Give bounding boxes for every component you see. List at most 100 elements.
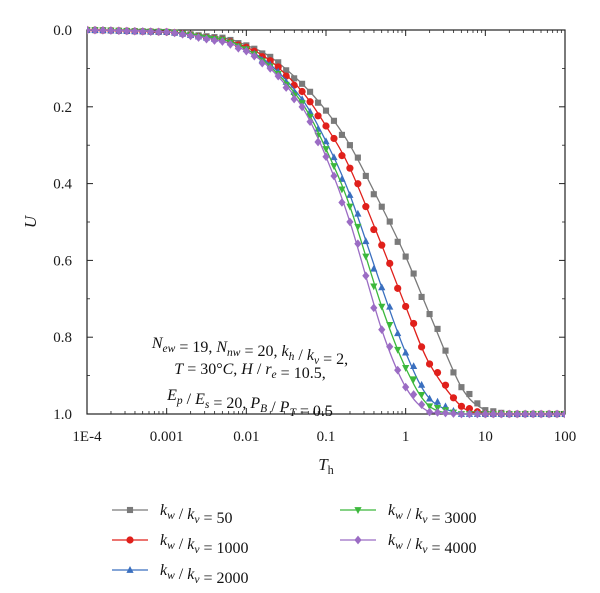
data-point xyxy=(402,253,409,260)
data-point xyxy=(505,409,513,419)
data-point xyxy=(338,198,346,207)
legend-item: kw / kv = 4000 xyxy=(340,532,477,557)
data-point xyxy=(561,409,565,419)
x-axis-title: Th xyxy=(318,455,334,477)
data-point xyxy=(291,75,298,82)
data-point xyxy=(402,382,410,392)
data-point xyxy=(441,408,450,418)
legend-marker xyxy=(126,566,134,573)
data-point xyxy=(410,319,418,328)
x-tick-label: 0.1 xyxy=(317,429,336,445)
data-point xyxy=(386,321,394,329)
data-point xyxy=(306,113,314,121)
x-tick-label: 10 xyxy=(478,429,493,445)
data-point xyxy=(115,26,123,36)
legend-marker xyxy=(354,507,362,514)
data-point xyxy=(346,164,354,172)
legend-label: kw / kv = 1000 xyxy=(160,532,249,557)
data-point xyxy=(481,409,489,419)
data-point xyxy=(386,302,394,310)
data-point xyxy=(194,33,203,42)
data-point xyxy=(402,302,410,311)
y-tick-label: 0.2 xyxy=(53,100,72,116)
legend-label: kw / kv = 2000 xyxy=(160,562,249,587)
data-point xyxy=(378,283,386,291)
data-point xyxy=(425,360,434,368)
data-point xyxy=(378,303,386,311)
data-point xyxy=(131,26,139,36)
data-point xyxy=(242,46,250,56)
data-point xyxy=(425,407,434,417)
data-point xyxy=(163,27,171,37)
data-point xyxy=(434,325,441,332)
data-point xyxy=(418,380,426,388)
data-point xyxy=(322,107,330,114)
data-point xyxy=(449,409,458,418)
data-point xyxy=(497,409,505,419)
data-point xyxy=(362,172,369,179)
data-point xyxy=(210,36,219,45)
data-point xyxy=(338,131,345,138)
data-point xyxy=(155,27,163,37)
data-point xyxy=(258,58,266,68)
data-point xyxy=(362,203,370,211)
data-point xyxy=(394,329,402,337)
x-tick-label: 0.01 xyxy=(233,429,259,445)
data-point xyxy=(147,27,155,36)
legend-item: kw / kv = 50 xyxy=(112,502,233,527)
data-point xyxy=(322,152,330,162)
legend-item: kw / kv = 2000 xyxy=(112,562,249,587)
data-point xyxy=(418,293,425,300)
data-point xyxy=(202,34,211,44)
data-point xyxy=(545,409,553,419)
data-point xyxy=(226,40,234,49)
data-point xyxy=(338,186,346,194)
data-point xyxy=(322,122,330,130)
data-point xyxy=(298,87,306,96)
data-point xyxy=(418,343,426,351)
data-point xyxy=(378,241,386,249)
data-point xyxy=(330,153,338,161)
data-point xyxy=(314,124,322,132)
data-point xyxy=(394,346,402,354)
data-point xyxy=(426,311,433,318)
data-point xyxy=(513,409,521,419)
data-point xyxy=(433,397,442,405)
data-point xyxy=(521,409,529,419)
legend-label: kw / kv = 3000 xyxy=(388,502,477,527)
data-point xyxy=(457,402,466,410)
legend-marker xyxy=(126,506,134,514)
legend-item: kw / kv = 3000 xyxy=(340,502,477,527)
data-point xyxy=(370,303,378,313)
y-tick-label: 0.6 xyxy=(53,253,72,269)
data-point xyxy=(354,154,361,161)
data-point xyxy=(314,99,322,106)
data-point xyxy=(171,28,179,38)
data-point xyxy=(441,381,450,389)
data-point xyxy=(457,409,466,419)
annotation-line: New = 19, Nnw = 20, kh / kv = 2, xyxy=(151,335,348,368)
data-point xyxy=(306,98,314,106)
data-point xyxy=(274,71,282,81)
annotation-line: T = 30°C, H / re = 10.5, xyxy=(174,361,325,382)
data-point xyxy=(410,362,418,370)
data-point xyxy=(179,29,187,39)
data-point xyxy=(322,146,330,153)
data-point xyxy=(489,409,497,419)
data-point xyxy=(234,43,242,53)
data-point xyxy=(394,284,402,292)
data-point xyxy=(433,369,442,377)
data-point xyxy=(267,53,274,60)
data-point xyxy=(186,31,195,41)
data-point xyxy=(386,218,393,225)
data-point xyxy=(394,365,402,375)
data-point xyxy=(425,394,434,402)
data-point xyxy=(537,409,545,419)
data-point xyxy=(346,142,353,149)
x-tick-label: 1 xyxy=(402,429,410,445)
data-point xyxy=(370,283,378,291)
data-point xyxy=(99,25,107,35)
data-point xyxy=(410,270,417,277)
y-tick-label: 0.8 xyxy=(53,330,72,346)
